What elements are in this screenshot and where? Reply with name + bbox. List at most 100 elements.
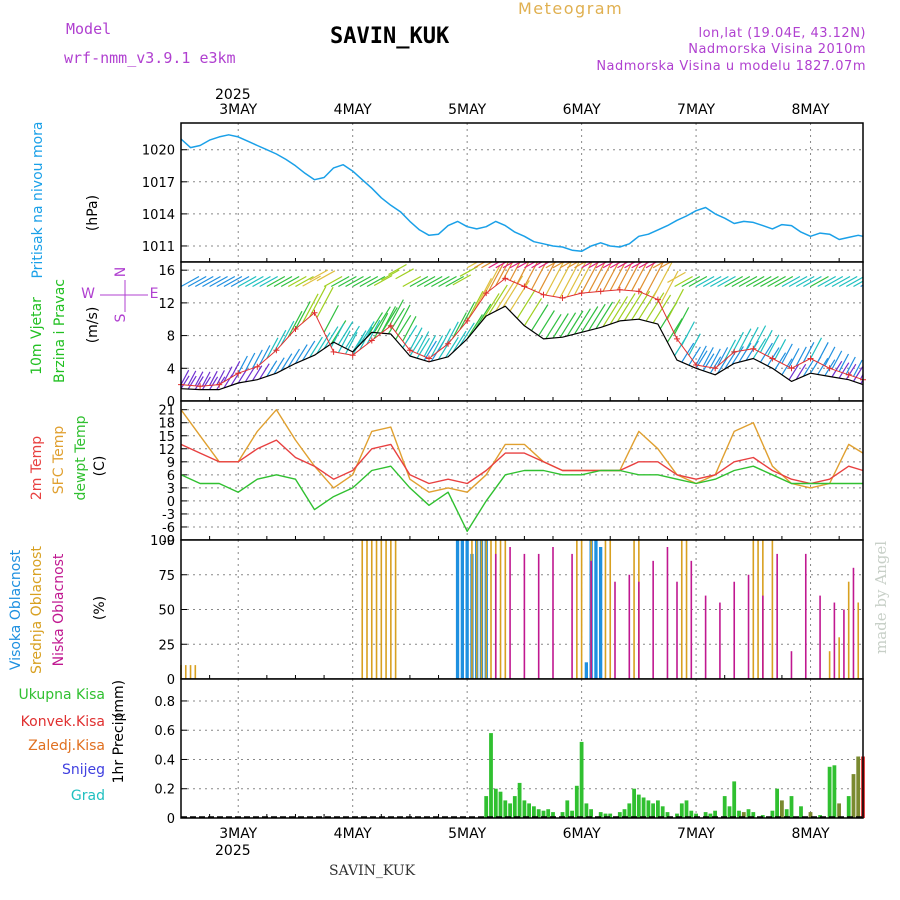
wind-barb [552, 313, 569, 339]
wind-barb [616, 262, 633, 291]
wind-barb [616, 293, 636, 323]
mid-cloud-title: Srednja Oblacnost [29, 546, 45, 674]
total-rain-bar [484, 796, 489, 818]
wind-barb [416, 337, 431, 359]
wind-barb [423, 335, 437, 357]
wind-barb [359, 275, 379, 288]
sfc-temp-line [180, 409, 864, 493]
wind-title: 10m Vjetar [29, 297, 45, 375]
wind-barb [817, 275, 836, 288]
wind-barb [388, 263, 407, 275]
total-rain-bar [589, 809, 593, 818]
total-rain-bar [532, 806, 536, 818]
cloud-unit: (%) [92, 596, 108, 620]
wind-barb [752, 338, 767, 359]
wind-barb [216, 370, 225, 386]
wind-barb [259, 275, 278, 288]
gust-marker [597, 288, 604, 295]
top-day-label: 4MAY [334, 102, 372, 118]
wind-barb [767, 347, 780, 367]
wind-barb [595, 262, 613, 293]
bottom-day-label: 7MAY [677, 826, 715, 842]
wind-barb [631, 262, 648, 292]
wind-barb [795, 363, 807, 380]
wind-barb [359, 321, 375, 345]
top-day-label: 5MAY [448, 102, 486, 118]
total-rain-bar [636, 794, 641, 818]
wind-barb [731, 346, 744, 366]
wind-barb [695, 275, 715, 288]
wind-barb [674, 275, 693, 288]
wind-barb [745, 275, 765, 288]
wind-barb [745, 326, 759, 351]
y-tick-label: -6 [162, 521, 175, 536]
total-rain-bar [489, 733, 493, 818]
bottom-day-label: 6MAY [563, 826, 601, 842]
wind-barb [294, 344, 308, 364]
wind-barb [473, 303, 492, 331]
total-rain-bar [527, 803, 531, 818]
wind-barb [681, 275, 701, 288]
gust-marker [292, 326, 299, 332]
total-rain-bar [493, 788, 498, 818]
wind-barb [330, 323, 345, 348]
wind-dir-east: E [150, 286, 159, 302]
wind-speed-line [180, 305, 864, 391]
wind-barb [666, 288, 684, 320]
wind-dir-west: W [81, 286, 95, 302]
wind-barb [466, 314, 483, 340]
gust-marker [483, 290, 490, 297]
wind-barb [860, 373, 863, 380]
wind-barb [395, 268, 414, 280]
lonlat-text: lon,lat (19.04E, 43.12N) [698, 26, 866, 41]
wind-barb [181, 375, 190, 390]
temp-unit: (C) [92, 456, 108, 477]
wind-barb [438, 275, 457, 288]
wind-barb [223, 275, 243, 288]
y-tick-label: 1011 [142, 240, 175, 255]
bottom-day-label: 8MAY [792, 826, 830, 842]
wind-barb [230, 361, 241, 378]
wind-barb [209, 370, 218, 386]
wind-barb [252, 275, 271, 288]
total-rain-bar [780, 800, 784, 818]
high-cloud-title: Visoka Oblacnost [8, 549, 24, 670]
wind-barb [523, 298, 543, 327]
wind-barb [323, 326, 339, 349]
total-rain-bar [551, 812, 555, 818]
wind-barb [402, 275, 422, 288]
total-rain-bar [656, 800, 660, 818]
wind-barb [566, 310, 584, 337]
sfctemp-title: SFC Temp [51, 426, 67, 495]
wind-barb [459, 301, 476, 330]
total-rain-bar [746, 809, 751, 818]
gust-marker [712, 365, 719, 372]
total-rain-bar [684, 800, 689, 818]
altitude-text: Nadmorska Visina 2010m [688, 42, 866, 57]
total-rain-bar [665, 812, 670, 818]
wind-barb [545, 313, 562, 339]
wind-barb [201, 371, 211, 387]
wind-barb [280, 275, 300, 288]
wind-barb [252, 349, 263, 369]
total-rain-bar [584, 803, 589, 818]
wind-barb [852, 359, 863, 377]
total-rain-bar [799, 806, 803, 818]
total-rain-bar [565, 800, 570, 818]
wind-barb [588, 303, 606, 331]
wind-barb [244, 366, 256, 383]
wind-barb [645, 262, 664, 295]
y-tick-label: 21 [158, 404, 175, 419]
gust-marker [635, 288, 642, 295]
total-rain-bar [546, 809, 551, 818]
wind-barb [602, 299, 621, 327]
total-rain-bar [660, 806, 665, 818]
model-label: Model [66, 20, 111, 38]
gust-marker [197, 383, 204, 390]
wind-barb [817, 357, 829, 375]
cloud-panel: 0 25 50 75 100 [150, 534, 864, 688]
total-rain-bar [579, 741, 584, 818]
wind-barb [337, 330, 351, 354]
gust-marker [654, 296, 661, 303]
